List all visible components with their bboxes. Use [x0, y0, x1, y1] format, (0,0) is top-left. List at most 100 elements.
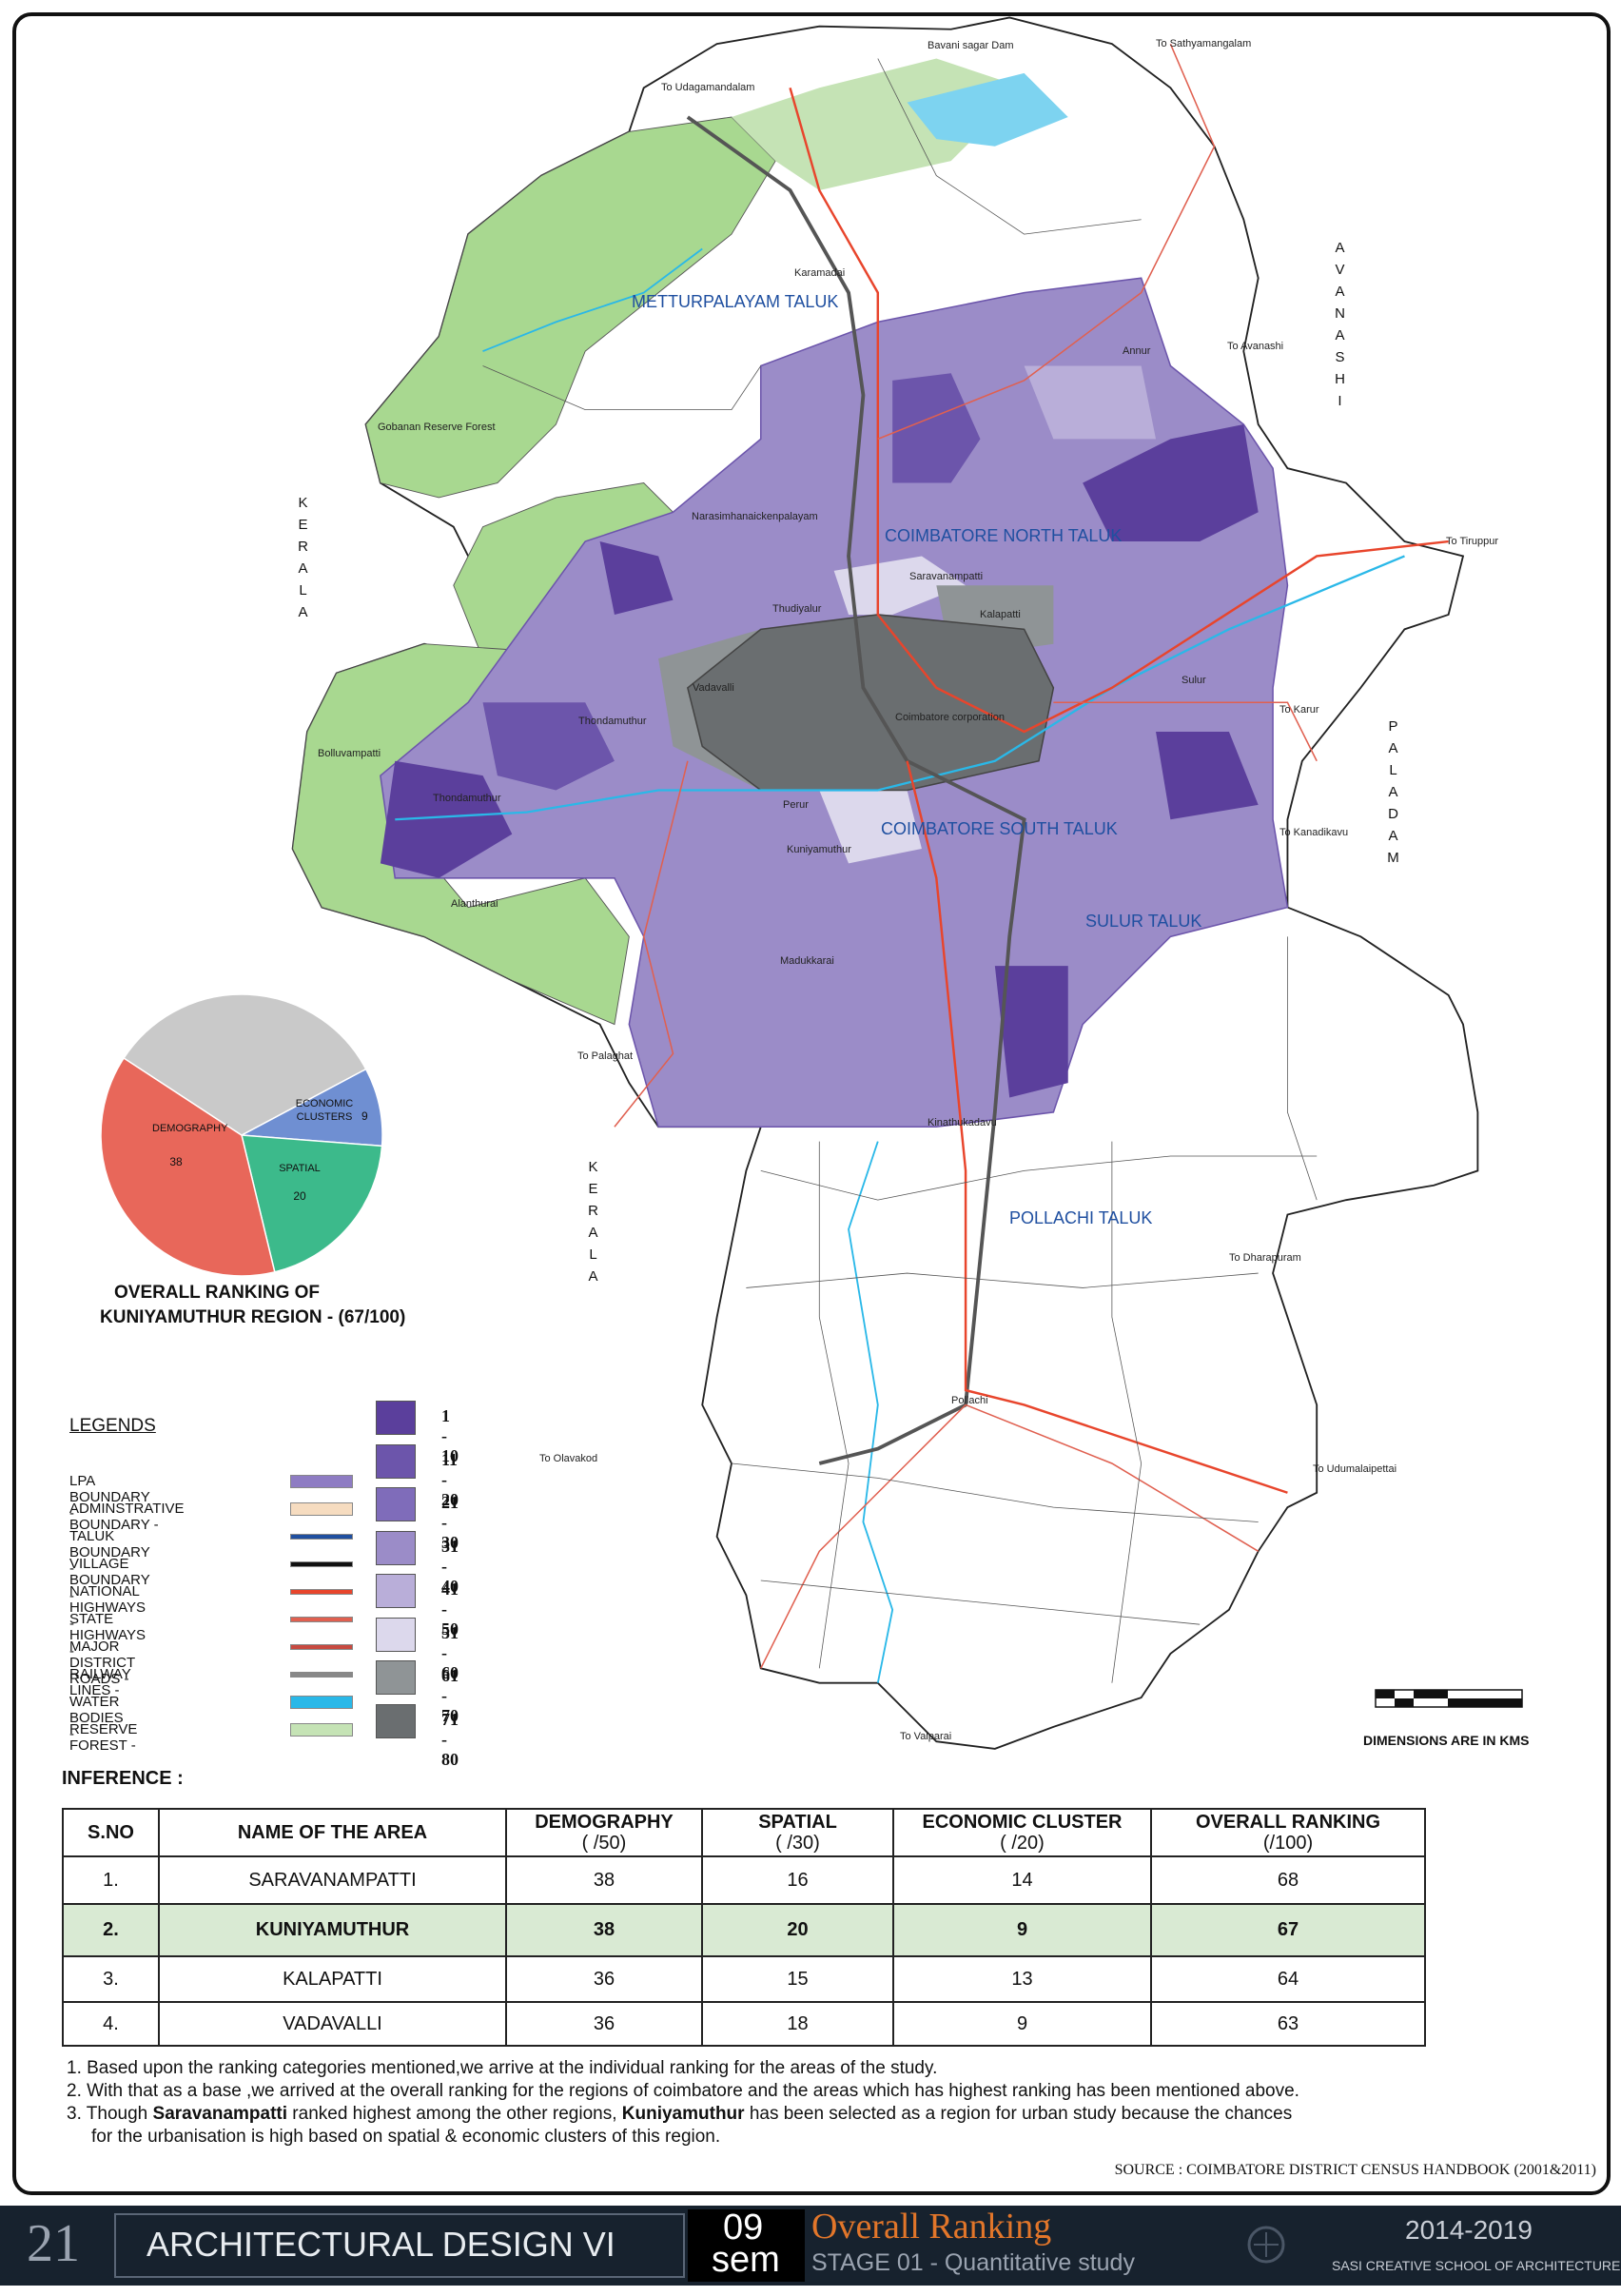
map-label: To Palaghat: [577, 1050, 633, 1062]
map-label: To Kanadikavu: [1279, 827, 1348, 838]
pie-slice: [241, 1134, 383, 1273]
map-label: Perur: [783, 799, 809, 811]
legend-title: LEGENDS: [69, 1416, 156, 1436]
map-label: Kinathukadavu: [928, 1117, 997, 1128]
map-label: Vadavalli: [693, 682, 734, 694]
map-label: Saravanampatti: [909, 571, 983, 582]
taluk-label: METTURPALAYAM TALUK: [632, 292, 838, 311]
table-cell: 16: [701, 1855, 894, 1905]
scale-segment: [1448, 1698, 1522, 1707]
scale-bar: [1375, 1689, 1523, 1708]
map-label: To Karur: [1279, 704, 1319, 716]
header-cell: OVERALL RANKING (/100): [1150, 1808, 1426, 1857]
rank-region: [599, 541, 674, 615]
map-label: Bolluvampatti: [318, 748, 381, 759]
legend-label: RAILWAY LINES -: [69, 1666, 131, 1698]
map-label: To Avanashi: [1227, 341, 1283, 352]
river: [482, 247, 703, 352]
rank-swatch: [376, 1617, 416, 1652]
table-cell: 68: [1150, 1855, 1426, 1905]
village-boundary: [482, 365, 762, 411]
rank-region: [1083, 424, 1259, 542]
map-label: Sulur: [1182, 675, 1206, 686]
scale-segment: [1376, 1690, 1395, 1698]
legend-label: WATER BODIES -: [69, 1694, 124, 1742]
table-cell: 18: [701, 2001, 894, 2047]
village-boundary: [877, 58, 1142, 235]
note: 3. Though Saravanampatti ranked highest …: [67, 2104, 1292, 2125]
map-label: To Dharapuram: [1229, 1252, 1301, 1264]
rank-swatch: [376, 1530, 416, 1565]
map-label: To Udagamandalam: [661, 82, 754, 93]
taluk-label: SULUR TALUK: [1085, 912, 1201, 931]
note: for the urbanisation is high based on sp…: [91, 2127, 721, 2147]
sem-box: [688, 2209, 805, 2282]
scale-segment: [1414, 1690, 1448, 1698]
table-cell: 9: [892, 2001, 1152, 2047]
table-cell: KALAPATTI: [158, 1955, 507, 2003]
rank-swatch: [376, 1443, 416, 1479]
taluk-label: COIMBATORE NORTH TALUK: [885, 526, 1122, 545]
railway: [686, 115, 1026, 1465]
note-text: has been selected as a region for urban …: [744, 2104, 1293, 2124]
reserve-forest: [364, 116, 776, 499]
national-highway: [906, 760, 1288, 1494]
table-header: S.NO NAME OF THE AREA DEMOGRAPHY( /50) SPAT…: [62, 1808, 1426, 1857]
rank-label: 51 - 60: [441, 1622, 459, 1682]
note-bold: Saravanampatti: [152, 2104, 288, 2124]
pie-slice: [239, 1068, 383, 1148]
map-label: Bavani sagar Dam: [928, 40, 1014, 51]
rank-region: [994, 966, 1068, 1098]
table-cell: 20: [701, 1903, 894, 1957]
table-cell: VADAVALLI: [158, 2001, 507, 2047]
rank-region: [833, 556, 967, 615]
pie-label: ECONOMIC CLUSTERS: [295, 1098, 354, 1123]
map-label: Gobanan Reserve Forest: [378, 422, 496, 433]
map-label: To Tiruppur: [1446, 536, 1498, 547]
legend-swatch: [290, 1617, 353, 1622]
pie-label: DEMOGRAPHY: [152, 1123, 228, 1134]
national-highway: [789, 87, 1449, 734]
map-label: Karamadai: [794, 267, 845, 279]
table-row: 3. KALAPATTI 36 15 13 64: [62, 1955, 1426, 2003]
rank-swatch: [376, 1703, 416, 1738]
legend-label: RESERVE FOREST -: [69, 1721, 138, 1754]
table-cell: 38: [505, 1903, 703, 1957]
sheet-title: Overall Ranking: [811, 2207, 1052, 2247]
legend-swatch: [290, 1475, 353, 1488]
table-cell: 38: [505, 1855, 703, 1905]
rank-region: [380, 760, 513, 878]
table-cell: 1.: [62, 1855, 160, 1905]
table-cell: 4.: [62, 2001, 160, 2047]
sem-label: sem: [712, 2240, 780, 2280]
table-cell: 36: [505, 1955, 703, 2003]
rank-region: [819, 790, 922, 864]
legend-label: NATIONAL HIGHWAYS -: [69, 1583, 146, 1632]
header-name: S.NO: [88, 1822, 134, 1843]
header-name: SPATIAL: [758, 1812, 837, 1833]
table-row: 4. VADAVALLI 36 18 9 63: [62, 2001, 1426, 2047]
pie-slice: [100, 1056, 276, 1277]
note-text: 3. Though: [67, 2104, 153, 2124]
course-box: [114, 2213, 685, 2278]
village-boundary: [760, 1155, 1318, 1201]
scale-segment: [1395, 1698, 1414, 1707]
map-label: To Valparai: [900, 1731, 951, 1742]
legend-swatch: [290, 1502, 353, 1516]
water-body: [907, 72, 1068, 147]
scale-caption: DIMENSIONS ARE IN KMS: [1363, 1733, 1530, 1748]
logo: [1247, 2226, 1285, 2264]
map-labels: METTURPALAYAM TALUK COIMBATORE NORTH TAL…: [318, 38, 1498, 1742]
page-frame: [12, 12, 1611, 2195]
table-cell: 2.: [62, 1903, 160, 1957]
village-boundary: [818, 1141, 850, 1669]
note-bold: Kuniyamuthur: [621, 2104, 745, 2124]
table-row: 2. KUNIYAMUTHUR 38 20 9 67: [62, 1903, 1426, 1957]
map-label: To Udumalaipettai: [1313, 1463, 1396, 1475]
rank-region: [1156, 732, 1259, 820]
course: ARCHITECTURAL DESIGN VI: [146, 2225, 615, 2264]
header-cell: S.NO: [62, 1808, 160, 1857]
map-label: Kalapatti: [980, 609, 1021, 620]
rank-label: 41 - 50: [441, 1580, 459, 1639]
